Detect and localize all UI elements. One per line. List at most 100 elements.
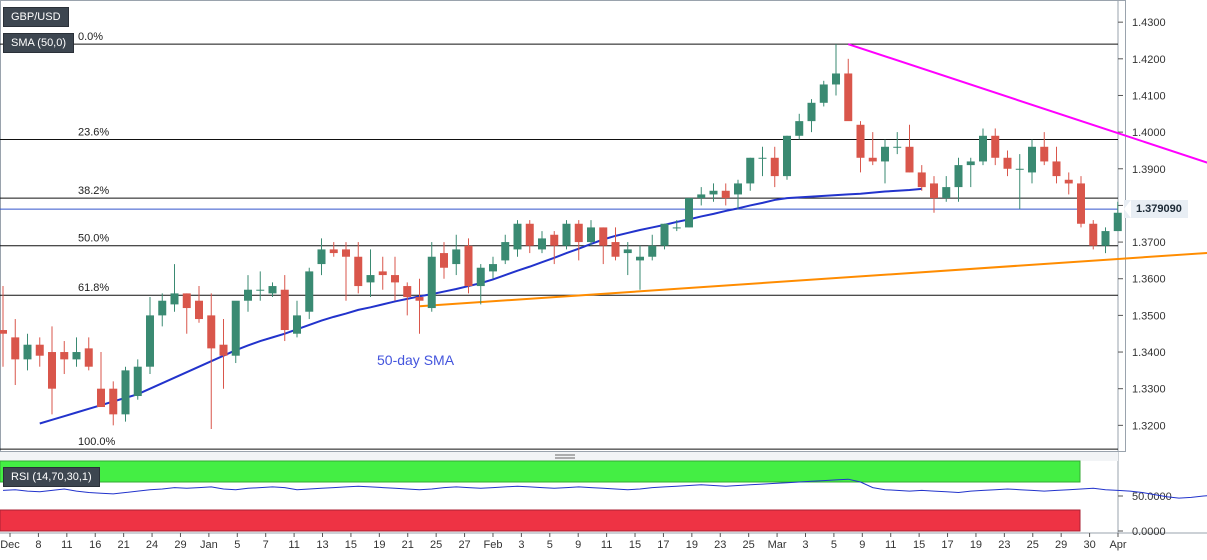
candle-body <box>0 330 7 334</box>
time-tick-label: 3 <box>802 539 808 551</box>
candle-body <box>661 224 669 246</box>
candle <box>820 81 828 107</box>
sma-50-label: 50-day SMA <box>377 352 455 368</box>
time-tick-label: 24 <box>146 539 158 551</box>
candle-body <box>146 315 154 366</box>
candle-body <box>428 257 436 308</box>
candle-body <box>1077 183 1085 223</box>
candle <box>330 242 338 257</box>
candle <box>134 359 142 399</box>
candle <box>1065 172 1073 194</box>
price-tick-label: 1.3200 <box>1132 420 1166 432</box>
candle <box>1016 154 1024 209</box>
price-tick-label: 1.4100 <box>1132 90 1166 102</box>
price-tick-label: 1.3300 <box>1132 384 1166 396</box>
candle-body <box>783 136 791 176</box>
candle-body <box>269 286 277 293</box>
candle <box>771 147 779 187</box>
price-tick-label: 1.4000 <box>1132 127 1166 139</box>
candle-body <box>599 227 607 245</box>
candle-body <box>1102 231 1110 246</box>
candle <box>73 337 81 366</box>
candle-body <box>207 315 215 348</box>
candle-body <box>832 73 840 84</box>
candle <box>36 337 44 366</box>
candle-body <box>881 147 889 162</box>
candle-body <box>24 345 32 360</box>
candle <box>501 235 509 264</box>
time-tick-label: 21 <box>118 539 130 551</box>
candle-body <box>305 271 313 311</box>
candle <box>109 381 117 425</box>
candle <box>587 220 595 246</box>
fibonacci-level-label: 61.8% <box>78 282 109 294</box>
rsi-oversold-zone <box>0 510 1080 531</box>
candle-body <box>318 249 326 264</box>
candle <box>624 242 632 275</box>
time-tick-label: 15 <box>913 539 925 551</box>
time-tick-label: 5 <box>234 539 240 551</box>
time-tick-label: 21 <box>402 539 414 551</box>
candle <box>942 176 950 202</box>
time-tick-label: 25 <box>1027 539 1039 551</box>
candle <box>1053 147 1061 184</box>
candle <box>881 139 889 183</box>
time-tick-label: Mar <box>768 539 787 551</box>
candle <box>1077 176 1085 227</box>
candle-body <box>403 286 411 297</box>
candle-body <box>771 158 779 176</box>
symbol-tag: GBP/USD <box>3 7 69 27</box>
candle-body <box>440 253 448 268</box>
candle <box>122 367 130 422</box>
candle <box>869 132 877 165</box>
candle-body <box>220 345 228 356</box>
candle-body <box>36 345 44 356</box>
candle <box>918 165 926 191</box>
candle <box>930 176 938 213</box>
candle-body <box>281 290 289 330</box>
candle <box>697 187 705 205</box>
time-tick-label: 19 <box>373 539 385 551</box>
candle <box>318 238 326 275</box>
time-tick-label: 9 <box>575 539 581 551</box>
candle-body <box>808 103 816 121</box>
candle <box>734 180 742 209</box>
candle-body <box>452 249 460 264</box>
candle <box>832 44 840 95</box>
candle <box>220 319 228 389</box>
candle <box>183 293 191 333</box>
candle <box>391 257 399 301</box>
candle-body <box>293 315 301 333</box>
candle-body <box>489 264 497 271</box>
fibonacci-level-label: 23.6% <box>78 126 109 138</box>
candle <box>195 286 203 323</box>
candle-body <box>97 389 105 407</box>
candle <box>746 158 754 191</box>
time-tick-label: 19 <box>686 539 698 551</box>
price-tick-label: 1.3400 <box>1132 347 1166 359</box>
candle <box>379 257 387 290</box>
candle <box>857 121 865 172</box>
price-tick-label: 1.3500 <box>1132 310 1166 322</box>
candle-body <box>367 275 375 282</box>
candle <box>146 297 154 374</box>
candle-body <box>195 301 203 319</box>
time-tick-label: 5 <box>831 539 837 551</box>
time-tick-label: 27 <box>458 539 470 551</box>
candle <box>795 114 803 140</box>
price-tick-label: 1.4200 <box>1132 54 1166 66</box>
candle <box>783 136 791 180</box>
candle-body <box>1028 147 1036 173</box>
time-tick-label: 8 <box>35 539 41 551</box>
time-tick-label: 7 <box>263 539 269 551</box>
candle <box>685 198 693 227</box>
candle-body <box>73 352 81 359</box>
candle-body <box>391 275 399 282</box>
time-tick-label: 11 <box>61 539 72 551</box>
time-tick-label: Jan <box>200 539 218 551</box>
candle-body <box>501 242 509 260</box>
candle <box>808 99 816 132</box>
candle-body <box>465 246 473 286</box>
